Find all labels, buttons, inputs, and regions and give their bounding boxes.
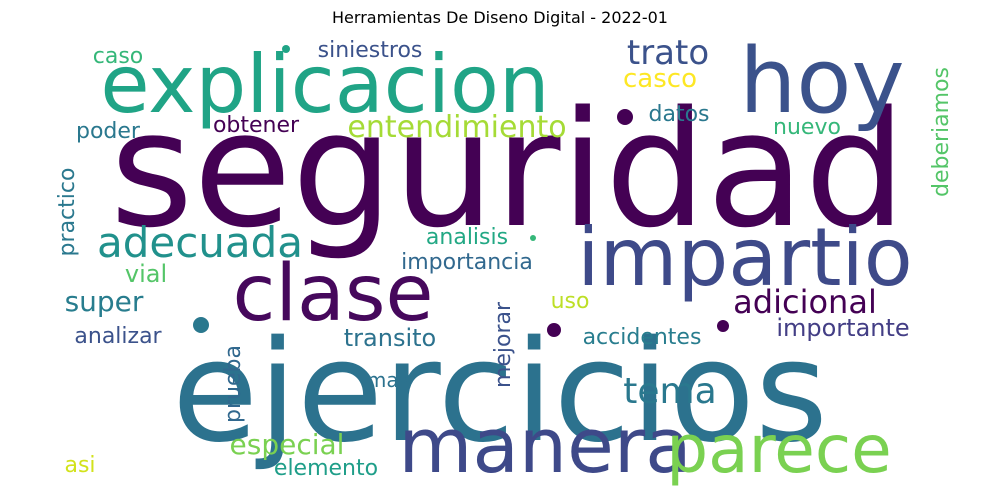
word-clase: clase <box>233 249 434 339</box>
word-trato: trato <box>627 33 709 73</box>
word-deberiamos: deberiamos <box>929 67 954 197</box>
word-practico: practico <box>55 168 80 257</box>
word-obtener: obtener <box>213 113 300 138</box>
word-mas: mas <box>367 368 409 392</box>
word-entendimiento: entendimiento <box>347 110 566 145</box>
word-elemento: elemento <box>274 456 378 481</box>
word-caso: caso <box>93 44 144 69</box>
word-transito: transito <box>344 324 436 352</box>
word-explicacion: explicacion <box>100 38 549 131</box>
word-impartio: impartio <box>577 211 912 304</box>
word-prueba: prueba <box>221 345 246 423</box>
word-hoy: hoy <box>739 29 904 134</box>
word-importante: importante <box>776 314 909 342</box>
word-datos: datos <box>649 102 710 127</box>
decorative-dot <box>282 45 290 53</box>
word-mejorar: mejorar <box>491 301 516 388</box>
word-siniestros: siniestros <box>318 38 423 63</box>
chart-title: Herramientas De Diseno Digital - 2022-01 <box>332 8 668 27</box>
decorative-dot <box>547 323 561 337</box>
word-vial: vial <box>125 260 167 288</box>
word-accidentes: accidentes <box>583 325 702 350</box>
word-manera: manera <box>398 401 691 490</box>
word-tema: tema <box>623 371 716 412</box>
word-uso: uso <box>551 289 590 314</box>
word-poder: poder <box>76 119 141 144</box>
word-parece: parece <box>666 411 892 488</box>
decorative-dot <box>617 109 633 125</box>
decorative-dot <box>193 317 209 333</box>
word-analizar: analizar <box>74 324 162 349</box>
word-especial: especial <box>230 428 345 461</box>
word-ejercicios: ejercicios <box>172 311 828 474</box>
word-casco: casco <box>623 64 697 94</box>
word-nuevo: nuevo <box>773 115 841 140</box>
word-adicional: adicional <box>733 283 877 321</box>
word-super: super <box>65 285 144 318</box>
word-asi: asi <box>64 453 95 478</box>
word-seguridad: seguridad <box>110 76 906 263</box>
decorative-dot <box>530 235 536 241</box>
word-analisis: analisis <box>426 225 508 250</box>
word-importancia: importancia <box>401 250 533 275</box>
decorative-dot <box>717 320 729 332</box>
word-adecuada: adecuada <box>97 218 303 267</box>
